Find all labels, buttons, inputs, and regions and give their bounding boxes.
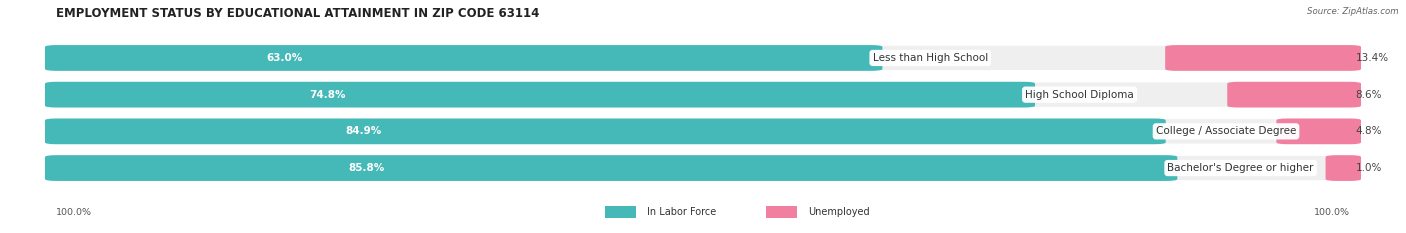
Text: College / Associate Degree: College / Associate Degree: [1156, 126, 1296, 136]
Text: EMPLOYMENT STATUS BY EDUCATIONAL ATTAINMENT IN ZIP CODE 63114: EMPLOYMENT STATUS BY EDUCATIONAL ATTAINM…: [56, 7, 540, 20]
Text: 13.4%: 13.4%: [1355, 53, 1389, 63]
FancyBboxPatch shape: [1166, 45, 1361, 71]
Text: 100.0%: 100.0%: [1313, 208, 1350, 216]
Text: 84.9%: 84.9%: [346, 126, 382, 136]
FancyBboxPatch shape: [45, 82, 1361, 108]
Text: Unemployed: Unemployed: [808, 207, 870, 217]
FancyBboxPatch shape: [605, 206, 636, 219]
Text: 74.8%: 74.8%: [309, 90, 346, 100]
Text: Less than High School: Less than High School: [873, 53, 988, 63]
FancyBboxPatch shape: [45, 45, 1361, 71]
Text: Bachelor's Degree or higher: Bachelor's Degree or higher: [1167, 163, 1313, 173]
FancyBboxPatch shape: [1326, 155, 1361, 181]
FancyBboxPatch shape: [1277, 118, 1361, 144]
Text: 63.0%: 63.0%: [266, 53, 302, 63]
FancyBboxPatch shape: [1227, 82, 1361, 108]
FancyBboxPatch shape: [45, 82, 1035, 108]
FancyBboxPatch shape: [45, 155, 1361, 181]
Text: Source: ZipAtlas.com: Source: ZipAtlas.com: [1308, 7, 1399, 16]
Text: 100.0%: 100.0%: [56, 208, 93, 216]
Text: 4.8%: 4.8%: [1355, 126, 1382, 136]
Text: 85.8%: 85.8%: [349, 163, 385, 173]
Text: 8.6%: 8.6%: [1355, 90, 1382, 100]
FancyBboxPatch shape: [45, 118, 1166, 144]
Text: 1.0%: 1.0%: [1355, 163, 1382, 173]
Text: High School Diploma: High School Diploma: [1025, 90, 1135, 100]
Text: In Labor Force: In Labor Force: [647, 207, 716, 217]
FancyBboxPatch shape: [45, 155, 1177, 181]
FancyBboxPatch shape: [766, 206, 797, 219]
FancyBboxPatch shape: [45, 118, 1361, 144]
FancyBboxPatch shape: [45, 45, 883, 71]
